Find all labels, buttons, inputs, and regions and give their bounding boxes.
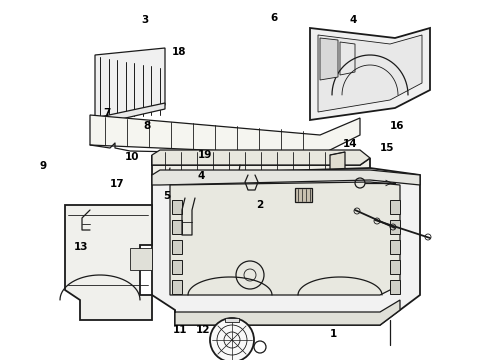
- Polygon shape: [172, 280, 182, 294]
- Text: 10: 10: [125, 152, 140, 162]
- Polygon shape: [295, 188, 312, 202]
- Polygon shape: [330, 152, 345, 175]
- Text: 2: 2: [256, 200, 263, 210]
- Text: 7: 7: [103, 108, 111, 118]
- Polygon shape: [152, 170, 420, 185]
- Polygon shape: [225, 318, 239, 322]
- Polygon shape: [90, 115, 360, 155]
- Circle shape: [210, 318, 254, 360]
- Polygon shape: [320, 38, 338, 80]
- Text: 4: 4: [349, 15, 357, 25]
- Polygon shape: [152, 150, 370, 165]
- Text: 15: 15: [380, 143, 394, 153]
- Text: 9: 9: [40, 161, 47, 171]
- Text: 5: 5: [163, 191, 170, 201]
- Text: 4: 4: [197, 171, 205, 181]
- Text: 11: 11: [173, 325, 188, 336]
- Polygon shape: [172, 220, 182, 234]
- Text: 3: 3: [141, 15, 148, 25]
- Polygon shape: [390, 280, 400, 294]
- Text: 12: 12: [196, 325, 211, 336]
- Text: 16: 16: [390, 121, 404, 131]
- Polygon shape: [310, 28, 430, 120]
- Text: 19: 19: [197, 150, 212, 160]
- Text: 13: 13: [74, 242, 88, 252]
- Text: 18: 18: [172, 47, 186, 57]
- Polygon shape: [152, 168, 420, 325]
- Text: 14: 14: [343, 139, 358, 149]
- Text: 6: 6: [271, 13, 278, 23]
- Polygon shape: [130, 248, 152, 270]
- Polygon shape: [318, 35, 422, 112]
- Polygon shape: [65, 205, 152, 320]
- Polygon shape: [390, 260, 400, 274]
- Polygon shape: [95, 48, 165, 120]
- Polygon shape: [390, 220, 400, 234]
- Polygon shape: [390, 240, 400, 254]
- Polygon shape: [390, 200, 400, 214]
- Text: 17: 17: [110, 179, 125, 189]
- Text: 1: 1: [330, 329, 337, 339]
- Text: 8: 8: [144, 121, 150, 131]
- Polygon shape: [172, 240, 182, 254]
- Polygon shape: [172, 200, 182, 214]
- Polygon shape: [170, 182, 400, 295]
- Polygon shape: [152, 155, 370, 175]
- Polygon shape: [175, 300, 400, 325]
- Polygon shape: [172, 260, 182, 274]
- Polygon shape: [95, 103, 165, 125]
